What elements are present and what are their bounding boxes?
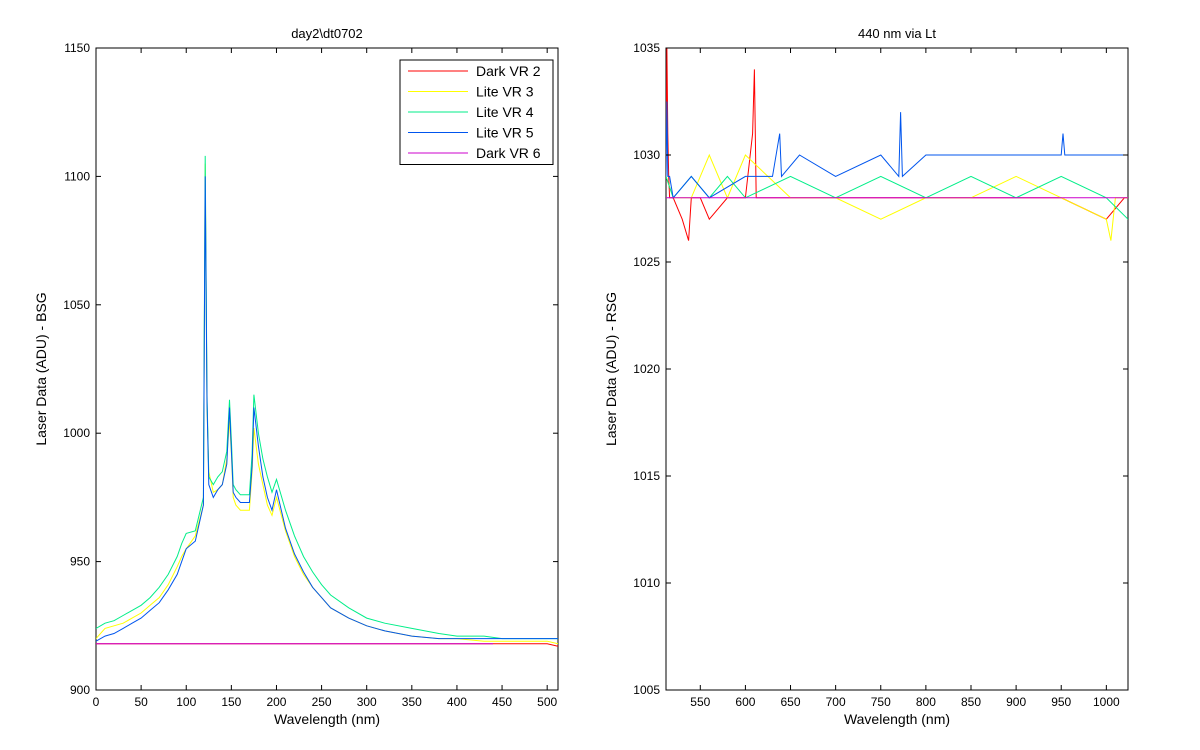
right-y-axis-label: Laser Data (ADU) - RSG xyxy=(603,292,619,446)
right-y-tick-label: 1030 xyxy=(633,148,660,162)
legend-entry-label: Lite VR 3 xyxy=(476,84,534,100)
right-axes: 550 600 650 700 750 800 850 900 950 1000 1005 1010 1… xyxy=(603,26,1129,727)
right-x-tick-label: 800 xyxy=(916,695,936,709)
left-x-tick-label: 100 xyxy=(176,695,196,709)
left-y-tick-label: 1050 xyxy=(63,298,90,312)
left-x-tick-label: 300 xyxy=(357,695,377,709)
right-x-tick-label: 700 xyxy=(826,695,846,709)
left-x-tick-label: 50 xyxy=(134,695,148,709)
right-series-group xyxy=(666,48,1128,241)
right-x-tick-label: 600 xyxy=(735,695,755,709)
right-y-tick-label: 1020 xyxy=(633,362,660,376)
right-y-tick-label: 1035 xyxy=(633,41,660,55)
right-chart-title: 440 nm via Lt xyxy=(858,26,936,41)
right-x-tick-label: 900 xyxy=(1006,695,1026,709)
right-y-tick-label: 1015 xyxy=(633,469,660,483)
right-y-tick-label: 1010 xyxy=(633,576,660,590)
left-legend: Dark VR 2 Lite VR 3 Lite VR 4 Lite VR 5 Dark… xyxy=(399,59,554,165)
left-x-tick-label: 500 xyxy=(537,695,557,709)
left-x-tick-label: 450 xyxy=(492,695,512,709)
left-series-line-lite-vr-4 xyxy=(96,155,558,640)
left-x-tick-label: 400 xyxy=(447,695,467,709)
left-series-group xyxy=(96,155,558,647)
left-y-axis-label: Laser Data (ADU) - BSG xyxy=(33,292,49,445)
left-y-tick-label: 900 xyxy=(70,683,90,697)
right-series-line-2 xyxy=(666,153,1128,241)
left-x-axis-label: Wavelength (nm) xyxy=(274,711,380,727)
left-y-tick-label: 950 xyxy=(70,555,90,569)
legend-entry-label: Dark VR 6 xyxy=(476,145,541,161)
left-x-tick-label: 350 xyxy=(402,695,422,709)
legend-entry-label: Lite VR 5 xyxy=(476,125,534,141)
left-y-tick-label: 1000 xyxy=(63,426,90,440)
left-x-tick-label: 0 xyxy=(93,695,100,709)
right-x-tick-label: 650 xyxy=(781,695,801,709)
legend-entry-label: Lite VR 4 xyxy=(476,104,534,120)
left-x-tick-label: 250 xyxy=(312,695,332,709)
left-y-tick-label: 1150 xyxy=(64,41,90,55)
right-x-tick-label: 850 xyxy=(961,695,981,709)
right-x-axis-label: Wavelength (nm) xyxy=(844,711,950,727)
right-y-tick-label: 1005 xyxy=(633,683,660,697)
right-x-tick-label: 1000 xyxy=(1093,695,1120,709)
right-plot-area xyxy=(665,47,1129,691)
left-chart-title: day2\dt0702 xyxy=(291,26,363,41)
left-x-tick-label: 150 xyxy=(221,695,241,709)
left-x-tick-label: 200 xyxy=(266,695,286,709)
left-series-line-lite-vr-5 xyxy=(96,176,558,642)
legend-entry-label: Dark VR 2 xyxy=(476,63,541,79)
right-x-tick-label: 550 xyxy=(690,695,710,709)
right-y-tick-label: 1025 xyxy=(633,255,660,269)
left-y-tick-label: 1100 xyxy=(64,169,90,183)
left-axes: 0 50 100 150 200 250 300 350 400 450 500 900 950 1000… xyxy=(33,26,559,727)
right-x-tick-label: 950 xyxy=(1051,695,1071,709)
right-x-tick-label: 750 xyxy=(871,695,891,709)
